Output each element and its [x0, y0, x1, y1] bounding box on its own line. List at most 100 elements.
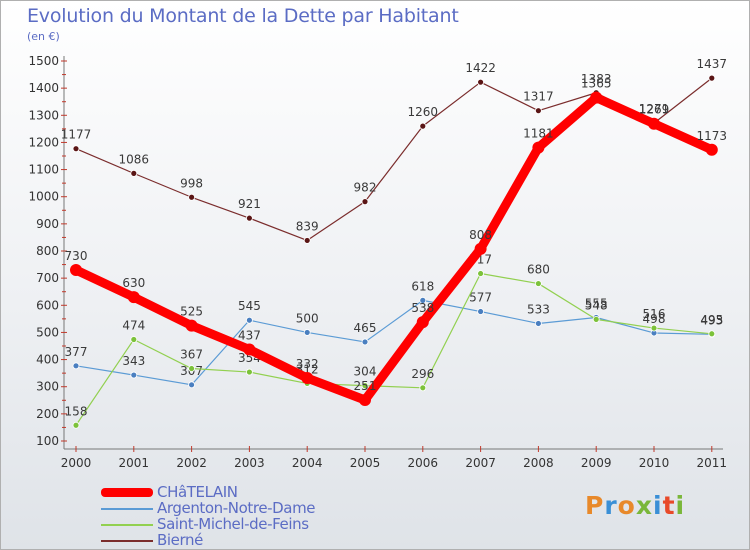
data-point — [419, 122, 427, 130]
data-label: 1383 — [581, 72, 612, 86]
data-point — [70, 264, 82, 276]
y-tick-label: 1500 — [28, 54, 59, 68]
data-point — [188, 193, 196, 201]
x-tick-label: 2011 — [697, 456, 728, 470]
y-tick-label: 900 — [36, 217, 59, 231]
data-point — [477, 270, 485, 277]
y-tick-label: 700 — [36, 271, 59, 285]
data-label: 377 — [65, 345, 88, 359]
data-label: 1271 — [639, 102, 670, 116]
series-line-Argenton-Notre-Dame — [75, 299, 713, 386]
data-point — [72, 145, 80, 153]
data-point — [416, 316, 429, 329]
proxiti-logo: Proxiti — [585, 491, 685, 520]
data-label: 1086 — [119, 152, 150, 166]
y-tick-label: 500 — [36, 325, 59, 339]
chart-subtitle: (en €) — [27, 30, 60, 43]
data-point — [535, 320, 542, 327]
data-label: 533 — [527, 302, 550, 316]
y-tick-label: 1000 — [28, 190, 59, 204]
legend-label: CHâTELAIN — [157, 483, 238, 501]
x-tick-label: 2002 — [176, 456, 207, 470]
x-tick-label: 2005 — [350, 456, 381, 470]
data-label: 304 — [354, 365, 377, 379]
y-tick-label: 600 — [36, 298, 59, 312]
data-point — [590, 91, 603, 104]
x-tick-label: 2001 — [119, 456, 150, 470]
data-point — [648, 117, 660, 130]
y-tick-label: 300 — [36, 380, 59, 394]
data-point — [72, 362, 80, 370]
data-label: 474 — [122, 318, 145, 332]
logo-letter: t — [662, 491, 676, 520]
logo-letter: i — [653, 491, 663, 520]
legend-swatch — [101, 508, 153, 510]
data-label: 680 — [527, 263, 550, 277]
data-label: 493 — [700, 313, 723, 327]
series-line-Saint-Michel-de-Feins — [75, 272, 713, 426]
data-point — [303, 237, 311, 244]
data-point — [419, 296, 427, 304]
data-point — [474, 242, 487, 255]
data-point — [477, 308, 485, 315]
x-tick-label: 2006 — [408, 456, 439, 470]
chart-title: Evolution du Montant de la Dette par Hab… — [27, 5, 459, 27]
y-tick-label: 800 — [36, 244, 59, 258]
data-point — [361, 382, 369, 390]
data-label: 1181 — [523, 127, 554, 141]
data-point — [245, 316, 253, 324]
data-label: 630 — [122, 276, 145, 290]
legend-label: Saint-Michel-de-Feins — [157, 515, 309, 533]
data-label: 495 — [700, 313, 723, 327]
x-tick-label: 2010 — [639, 456, 670, 470]
data-label: 982 — [354, 181, 377, 195]
data-point — [301, 372, 314, 385]
data-label: 618 — [411, 279, 434, 293]
logo-letter: x — [635, 491, 653, 520]
data-label: 516 — [643, 307, 666, 321]
data-label: 548 — [585, 298, 608, 312]
y-tick-label: 1300 — [28, 108, 59, 122]
data-point — [303, 329, 311, 336]
data-label: 251 — [354, 379, 377, 393]
data-label: 1260 — [408, 105, 439, 119]
data-point — [245, 214, 253, 222]
data-point — [708, 74, 716, 82]
data-label: 1437 — [697, 57, 728, 71]
data-point — [361, 198, 369, 206]
data-point — [477, 78, 485, 86]
legend-swatch — [101, 524, 153, 526]
x-tick-label: 2004 — [292, 456, 323, 470]
data-label: 1269 — [639, 103, 670, 117]
data-label: 839 — [296, 219, 319, 233]
data-point — [127, 291, 140, 304]
data-label: 498 — [643, 312, 666, 326]
data-point — [185, 319, 198, 332]
data-label: 367 — [180, 348, 203, 362]
series-line-CHâTELAIN — [71, 93, 717, 405]
data-label: 296 — [411, 367, 434, 381]
data-point — [359, 394, 371, 407]
data-label: 577 — [469, 291, 492, 305]
legend-swatch — [101, 488, 153, 497]
legend-label: Bierné — [157, 531, 203, 549]
data-label: 465 — [354, 321, 377, 335]
data-point — [72, 421, 80, 429]
data-point — [532, 141, 545, 154]
data-point — [708, 330, 716, 338]
data-label: 158 — [65, 404, 88, 418]
data-label: 1173 — [697, 129, 728, 143]
data-point — [243, 343, 256, 356]
data-label: 343 — [122, 354, 145, 368]
data-label: 545 — [238, 299, 261, 313]
data-label: 730 — [65, 249, 88, 263]
data-point — [188, 365, 196, 372]
y-tick-label: 200 — [36, 407, 59, 421]
data-point — [245, 368, 253, 376]
x-tick-label: 2009 — [581, 456, 612, 470]
data-label: 555 — [585, 297, 608, 311]
data-point — [419, 384, 427, 392]
logo-letter: r — [604, 491, 618, 520]
data-point — [130, 336, 138, 343]
y-tick-label: 1200 — [28, 135, 59, 149]
